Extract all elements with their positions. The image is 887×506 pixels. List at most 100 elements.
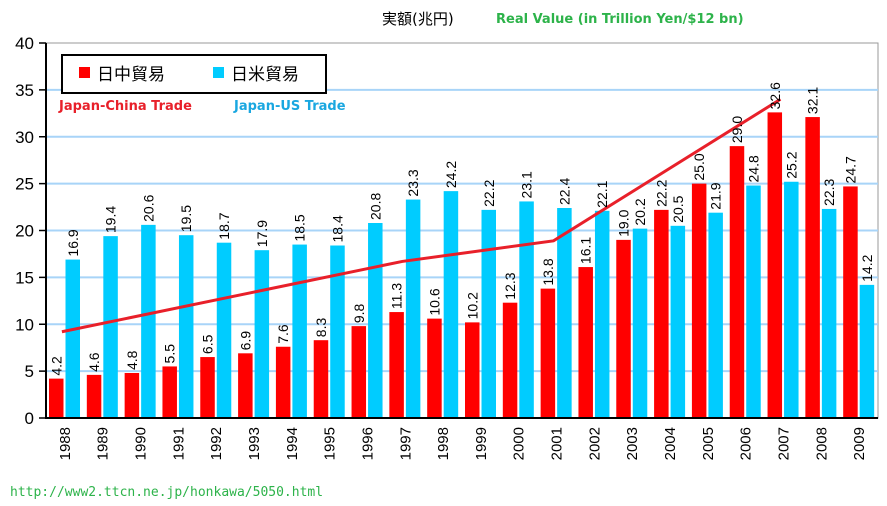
data-label: 18.7 [216,212,232,239]
data-label: 23.1 [519,171,535,198]
data-label: 24.8 [745,155,761,182]
data-label: 8.3 [313,318,329,338]
data-label: 16.1 [578,237,594,264]
bar-china [238,353,253,418]
bars [49,112,875,418]
x-tick-label: 1990 [133,427,150,460]
x-tick-label: 1996 [359,427,376,460]
trend-line-group [61,97,782,334]
data-label: 13.8 [540,258,556,285]
data-label: 22.2 [481,179,497,206]
x-tick-label: 2007 [775,427,792,460]
data-label: 25.2 [783,151,799,178]
legend-swatch-china [79,67,90,78]
bar-us [443,191,459,418]
bar-china [465,322,480,418]
series-label-china-en: Japan-China Trade [58,99,192,114]
data-label: 4.2 [48,356,64,376]
bar-china [843,186,858,418]
bar-us [746,185,761,418]
x-tick-label: 2009 [851,427,868,460]
data-label: 10.6 [426,288,442,315]
data-label: 7.6 [275,324,291,344]
y-tick-label: 35 [15,81,34,100]
source-url[interactable]: http://www2.ttcn.ne.jp/honkawa/5050.html [10,485,324,500]
y-tick-label: 30 [15,128,34,147]
bar-us [254,250,270,418]
bar-china [49,378,64,418]
data-label: 32.6 [767,82,783,109]
chart-title-en: Real Value (in Trillion Yen/$12 bn) [496,12,744,27]
legend-swatch-us [213,67,224,78]
x-tick-label: 1997 [397,427,414,460]
data-label: 20.2 [632,198,648,225]
data-label: 22.1 [594,180,610,207]
bar-us [519,201,534,418]
data-labels: 4.2 16.9 4.6 19.4 4.8 20.6 5.5 19.5 6.5 18.7 6.9 17… [48,82,875,376]
x-tick-label: 1999 [473,427,490,460]
y-tick-label: 0 [25,409,34,428]
data-label: 24.2 [443,161,459,188]
bar-us [65,259,80,418]
x-tick-label: 1989 [95,427,112,460]
data-label: 24.7 [842,156,858,183]
data-label: 22.4 [556,178,572,205]
bar-us [330,245,345,418]
bar-us [557,208,572,418]
x-tick-label: 1988 [57,427,74,460]
y-axis-ticks: 0 5 10 15 20 25 30 35 40 [15,34,46,428]
data-label: 14.2 [859,254,875,281]
data-label: 19.5 [178,205,194,232]
data-label: 4.6 [86,352,102,372]
data-label: 23.3 [405,169,421,196]
bar-china [200,357,215,418]
x-tick-label: 1993 [246,427,263,460]
x-tick-label: 1998 [435,427,452,460]
y-tick-label: 10 [15,315,34,334]
bar-us [670,225,686,418]
chart-title-jp: 実額(兆円) [382,10,454,28]
bar-china [767,112,783,418]
x-tick-label: 1992 [208,427,225,460]
bar-china [540,288,556,418]
legend-label-china: 日中貿易 [97,65,165,85]
bar-us [368,223,383,418]
y-tick-label: 15 [15,268,34,287]
bar-china [654,209,669,418]
bar-china [162,366,177,418]
data-label: 18.5 [292,214,308,241]
x-tick-label: 1995 [322,427,339,460]
data-label: 9.8 [351,303,367,323]
series-label-us-en: Japan-US Trade [233,99,346,114]
x-tick-label: 2002 [586,427,603,460]
x-tick-label: 2001 [549,427,566,460]
data-label: 11.3 [389,283,405,309]
bar-us [821,208,837,418]
bar-us [216,242,232,418]
bar-china [616,239,631,418]
x-tick-label: 2008 [813,427,830,460]
data-label: 16.9 [65,229,81,256]
data-label: 21.9 [708,182,724,209]
bar-us [141,224,156,418]
bar-china [86,374,102,418]
legend: 日中貿易 日米貿易 [61,54,327,94]
bar-us [178,235,194,418]
x-tick-label: 2004 [662,427,679,460]
bar-china [691,183,707,418]
bar-china [275,346,291,418]
data-label: 18.4 [329,215,345,242]
bar-china [578,267,593,418]
bar-china [729,146,745,418]
data-label: 25.0 [691,153,707,180]
bar-us [292,244,307,418]
data-label: 17.9 [254,220,270,247]
bar-china [351,326,367,418]
bar-china [313,340,329,418]
data-label: 29.0 [729,116,745,143]
data-label: 20.5 [670,195,686,222]
data-label: 22.3 [821,178,837,205]
data-label: 10.2 [464,292,480,319]
bar-us [103,236,118,418]
